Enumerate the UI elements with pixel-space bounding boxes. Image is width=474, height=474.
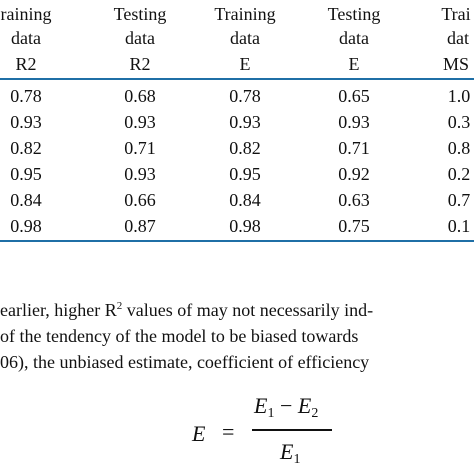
table-cell: 0.82 — [229, 138, 261, 158]
table-cell: 0.65 — [338, 86, 370, 106]
col5-header-line3: MS — [442, 54, 470, 74]
table-cell: 0.93 — [10, 112, 42, 132]
col1-header-line2: data — [11, 28, 41, 48]
paragraph-line-1-b: values of may not necessarily ind- — [122, 300, 374, 320]
table-cell: 0.92 — [338, 164, 370, 184]
table-cell: 0.7 — [447, 190, 471, 210]
col5-header-line1: Trai — [441, 4, 471, 24]
table-cell: 0.98 — [229, 216, 261, 236]
col2-header-line2: data — [125, 28, 155, 48]
table-header-rule — [0, 78, 474, 80]
table-cell: 0.95 — [229, 164, 261, 184]
fraction-bar — [252, 429, 332, 431]
numerator-e2: E — [297, 393, 312, 418]
denominator-e: E — [280, 439, 294, 464]
paragraph-line-1-a: earlier, higher R — [0, 300, 117, 320]
col2-header-line3: R2 — [129, 54, 151, 74]
table-cell: 0.93 — [229, 112, 261, 132]
numerator-sub1: 1 — [267, 406, 275, 421]
table-cell: 0.8 — [447, 138, 471, 158]
col3-header-line1: Training — [214, 4, 276, 24]
col4-header-line3: E — [348, 54, 360, 74]
col3-header-line3: E — [239, 54, 251, 74]
table-cell: 0.1 — [447, 216, 471, 236]
equation-denominator: E1 — [280, 440, 300, 472]
col5-header-line2: dat — [447, 28, 469, 48]
equation-numerator: E1 − E2 — [254, 394, 318, 426]
table-cell: 0.93 — [124, 112, 156, 132]
col4-header-line1: Testing — [327, 4, 381, 24]
equation-lhs: E — [192, 421, 206, 446]
table-cell: 0.84 — [10, 190, 42, 210]
paragraph-line-2: of the tendency of the model to be biase… — [0, 326, 359, 346]
table-cell: 0.78 — [10, 86, 42, 106]
col1-header-line1: raining — [0, 4, 52, 24]
col1-header-line3: R2 — [15, 54, 37, 74]
numerator-sub2: 2 — [311, 406, 319, 421]
table-cell: 0.93 — [338, 112, 370, 132]
col4-header-line2: data — [339, 28, 369, 48]
col3-header-line2: data — [230, 28, 260, 48]
table-cell: 0.2 — [447, 164, 471, 184]
table-cell: 0.63 — [338, 190, 370, 210]
table-cell: 0.78 — [229, 86, 261, 106]
table-cell: 0.66 — [124, 190, 156, 210]
col2-header-line1: Testing — [113, 4, 167, 24]
denominator-sub: 1 — [293, 452, 301, 467]
table-cell: 0.71 — [338, 138, 370, 158]
table-cell: 0.87 — [124, 216, 156, 236]
table-cell: 0.98 — [10, 216, 42, 236]
table-cell: 0.93 — [124, 164, 156, 184]
r-squared-superscript: 2 — [116, 300, 123, 312]
table-cell: 0.82 — [10, 138, 42, 158]
numerator-minus: − — [279, 393, 293, 418]
table-cell: 0.75 — [338, 216, 370, 236]
table-bottom-rule — [0, 240, 474, 242]
table-cell: 0.71 — [124, 138, 156, 158]
table-cell: 0.3 — [447, 112, 471, 132]
table-cell: 0.68 — [124, 86, 156, 106]
equation-equals: = — [222, 419, 235, 444]
table-cell: 1.0 — [447, 86, 471, 106]
numerator-e1: E — [254, 393, 268, 418]
paragraph-line-3: 06), the unbiased estimate, coefficient … — [0, 352, 370, 372]
paragraph-line-1: earlier, higher R2 values of may not nec… — [0, 300, 373, 320]
table-cell: 0.95 — [10, 164, 42, 184]
table-cell: 0.84 — [229, 190, 261, 210]
